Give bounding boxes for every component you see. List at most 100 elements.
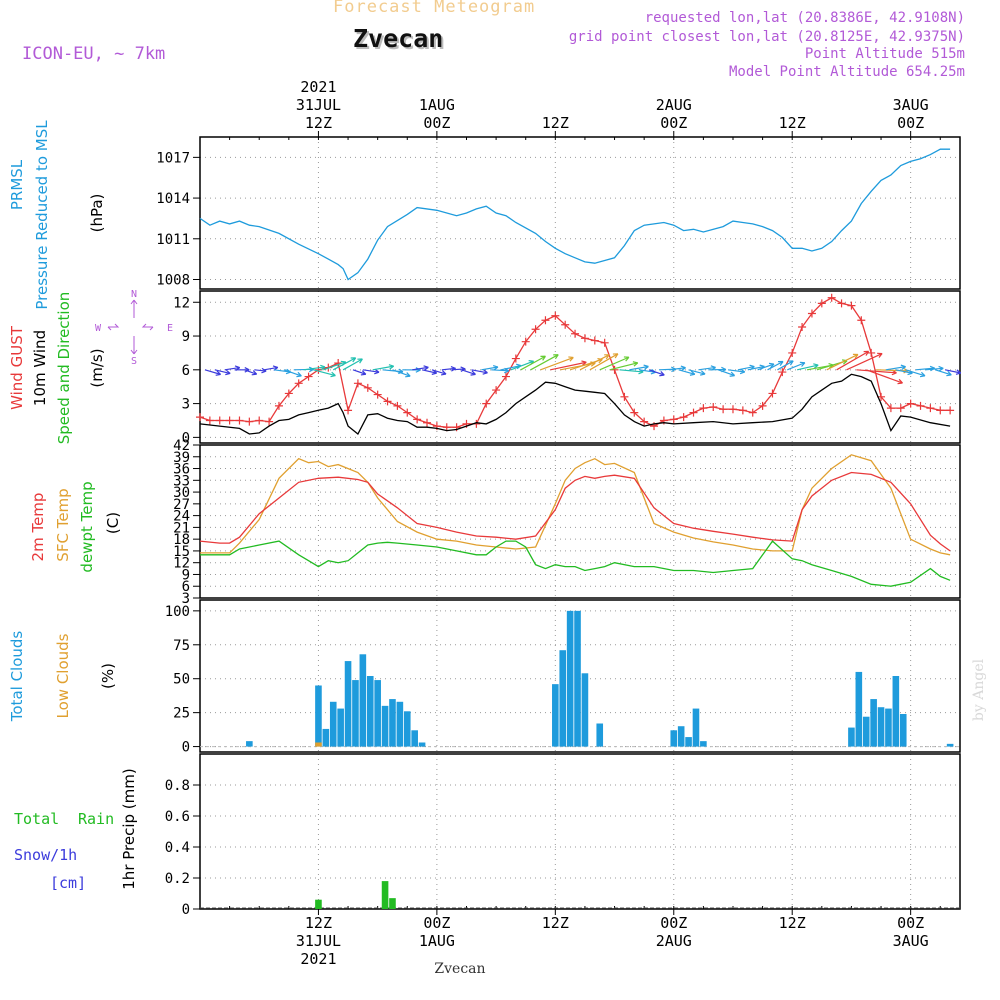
wind-arrow-head	[729, 371, 736, 377]
point-wind-gust	[245, 417, 254, 426]
compass-ns-arrows	[130, 299, 138, 355]
gridpoint-coords: grid point closest lon,lat (20.8125E, 42…	[568, 29, 965, 45]
model-altitude: Model Point Altitude 654.25m	[728, 64, 965, 80]
wind-arrow	[372, 365, 394, 371]
point-wind-gust	[501, 372, 510, 381]
unit-clouds: (%)	[99, 663, 117, 689]
bar-total-rain	[389, 898, 396, 909]
wind-arrow	[550, 361, 587, 371]
bar-total-rain	[381, 881, 389, 909]
bar-total-clouds	[946, 743, 954, 747]
bar-total-clouds	[366, 676, 374, 747]
wind-arrow	[668, 367, 686, 371]
point-wind-gust	[728, 405, 737, 414]
x-tick-top-label: 1AUG	[419, 96, 455, 114]
wind-arrow	[866, 369, 903, 384]
point-wind-gust	[778, 368, 787, 377]
wind-arrow	[609, 362, 638, 371]
point-wind-gust	[531, 325, 540, 334]
point-wind-gust	[620, 392, 629, 401]
wind-arrow-head	[581, 360, 587, 366]
wind-arrow-head	[900, 364, 906, 371]
y-tick-label: 0	[182, 902, 190, 918]
bar-total-clouds	[574, 610, 581, 747]
y-tick-label: 100	[165, 604, 190, 620]
wind-arrow	[313, 369, 336, 377]
wind-arrow-head	[320, 364, 326, 371]
wind-arrow	[540, 356, 574, 371]
wind-arrow-head	[877, 352, 883, 358]
y-tick-label: 0	[182, 430, 190, 446]
point-wind-gust	[946, 406, 955, 415]
wind-arrow-head	[813, 363, 819, 369]
label-snow-unit: [cm]	[50, 874, 86, 892]
y-tick-label: 50	[173, 672, 190, 688]
point-wind-gust	[590, 336, 599, 345]
compass-west: W	[95, 323, 102, 334]
bar-total-clouds	[848, 727, 855, 747]
point-wind-gust	[284, 389, 293, 398]
point-wind-gust	[837, 299, 846, 308]
point-wind-gust	[215, 416, 224, 425]
wind-arrow	[945, 369, 961, 374]
wind-arrow-head	[659, 371, 665, 377]
point-wind-gust	[571, 329, 580, 338]
wind-arrow-head	[788, 360, 794, 366]
wind-arrow	[264, 366, 278, 371]
x-tick-bottom-label: 3AUG	[893, 932, 929, 950]
y-tick-label: 0.4	[165, 840, 190, 856]
point-wind-gust	[541, 316, 550, 325]
bar-total-clouds	[596, 723, 604, 747]
wind-arrow-head	[946, 370, 952, 377]
wind-arrow	[382, 369, 404, 373]
label-sfc-temp: SFC Temp	[54, 488, 72, 561]
point-wind-gust	[344, 406, 353, 415]
y-tick-label: 25	[173, 706, 190, 722]
wind-arrow-head	[955, 369, 962, 375]
wind-arrow	[787, 362, 806, 371]
point-wind-gust	[383, 397, 392, 406]
series-line-dewpt-temp	[200, 540, 951, 587]
series-line-sfc-temp	[200, 454, 951, 556]
bar-total-clouds	[374, 680, 381, 747]
point-wind-gust	[580, 334, 589, 343]
wind-arrow	[500, 364, 522, 371]
wind-arrow	[629, 365, 649, 371]
bar-total-clouds	[685, 737, 692, 747]
point-wind-gust	[916, 401, 925, 410]
wind-arrow	[727, 369, 745, 373]
wind-arrow-head	[700, 370, 706, 376]
series-line-wind-gust	[199, 297, 951, 428]
wind-arrow-head	[919, 371, 926, 378]
wind-arrow	[579, 354, 610, 371]
point-wind-gust	[807, 309, 816, 318]
wind-arrow-head	[897, 378, 903, 385]
label-rain: Rain	[78, 810, 114, 828]
x-tick-bottom-label: 00Z	[423, 914, 450, 932]
y-tick-label: 33	[173, 473, 190, 489]
wind-arrow	[421, 369, 437, 374]
wind-arrow-head	[251, 370, 258, 376]
bar-total-clouds	[418, 742, 426, 747]
y-tick-label: 3	[182, 591, 190, 607]
bar-total-clouds	[246, 741, 253, 747]
bar-total-clouds	[344, 661, 352, 747]
panel-frame-clouds	[199, 599, 961, 753]
wind-arrow-head	[261, 367, 267, 374]
point-wind-gust	[906, 399, 915, 408]
y-tick-label: 27	[173, 497, 190, 513]
label-prmsl: PRMSL	[8, 159, 26, 210]
wind-arrow	[688, 369, 706, 375]
point-wind-gust	[482, 399, 491, 408]
label-low-clouds: Low Clouds	[54, 633, 72, 718]
point-wind-gust	[719, 405, 728, 414]
bar-total-clouds	[677, 726, 685, 747]
point-wind-gust	[798, 323, 807, 332]
wind-arrow	[244, 369, 257, 375]
y-tick-label: 0.8	[165, 778, 190, 794]
x-tick-top-label: 2AUG	[656, 96, 692, 114]
panel-frame-precip	[199, 753, 961, 910]
unit-pressure: (hPa)	[88, 194, 106, 233]
x-tick-bottom-label: 12Z	[779, 914, 806, 932]
bar-total-clouds	[581, 673, 589, 747]
